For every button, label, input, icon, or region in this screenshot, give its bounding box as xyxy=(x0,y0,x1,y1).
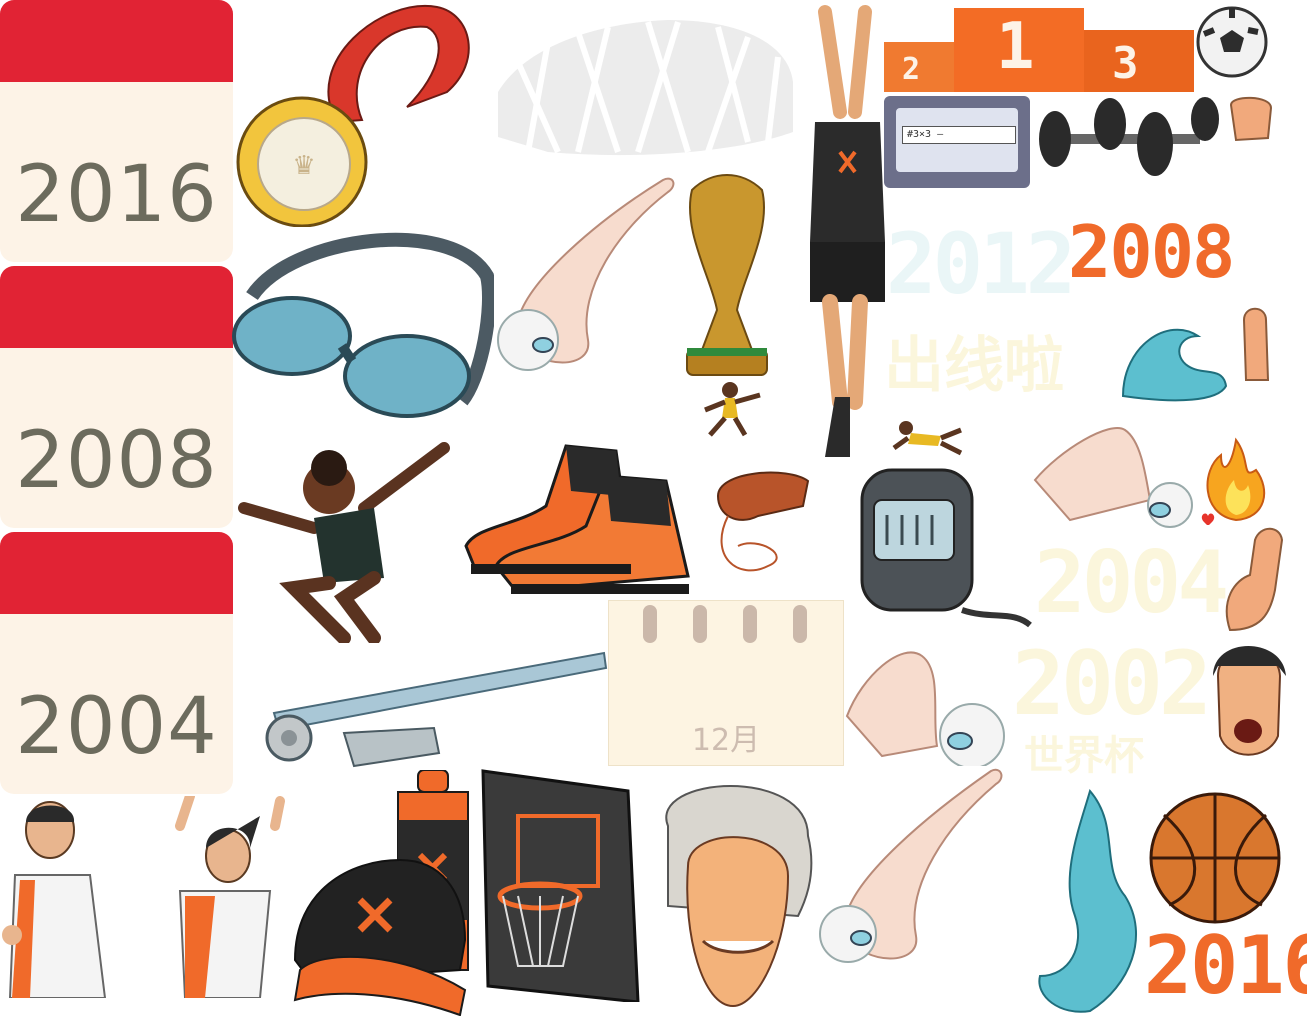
wave-icon xyxy=(1121,328,1228,402)
calendar-card-2016[interactable]: 2016 xyxy=(0,0,233,262)
search-input[interactable]: #3×3 — xyxy=(902,126,1016,144)
svg-text:♛: ♛ xyxy=(292,151,315,181)
swim-goggles-icon[interactable] xyxy=(232,226,494,426)
trophy-icon xyxy=(686,174,768,376)
podium-third-label: 3 xyxy=(1112,38,1139,89)
sticker-world-cup: 世界杯 xyxy=(1024,733,1144,779)
sprinter-icon xyxy=(892,421,963,456)
browser-screen-icon: #3×3 — xyxy=(884,96,1030,188)
hand-icon xyxy=(1242,307,1270,381)
sticker-out-line: 出线啦 xyxy=(884,331,1064,401)
fire-icon xyxy=(1201,437,1266,525)
calendar-card-2004[interactable]: 2004 xyxy=(0,532,233,794)
basketball-hoop-icon xyxy=(481,769,640,1002)
calendar-card-year: 2008 xyxy=(15,416,218,506)
sticker-2016: 2016 xyxy=(1144,919,1307,1012)
soccer-ball-icon xyxy=(1196,6,1268,78)
dumbbells-icon xyxy=(1039,97,1219,176)
calendar-card-year: 2016 xyxy=(15,150,218,240)
tear-off-calendar[interactable]: 12月 xyxy=(608,600,844,766)
leaping-athlete-icon xyxy=(238,442,450,643)
calendar-card-header xyxy=(0,532,233,614)
gold-medal-icon[interactable]: ♛ xyxy=(232,2,490,227)
shouting-face-icon xyxy=(1213,646,1286,756)
swimmer-icon xyxy=(845,651,1005,766)
calendar-ring xyxy=(793,605,807,643)
sticker-2012: 2012 xyxy=(886,215,1076,313)
podium-icon: 2 1 3 xyxy=(884,0,1194,92)
whistle-icon xyxy=(716,471,810,572)
calendar-card-header xyxy=(0,0,233,82)
basketball-icon xyxy=(1149,792,1281,924)
fist-icon xyxy=(1229,96,1273,142)
sneakers-icon xyxy=(464,444,690,594)
podium-first-label: 1 xyxy=(996,10,1035,84)
calendar-card-2008[interactable]: 2008 xyxy=(0,266,233,528)
cap-icon xyxy=(293,858,467,1016)
calendar-card-header xyxy=(0,266,233,348)
stadium-sketch-icon xyxy=(498,20,793,156)
flexed-arm-icon xyxy=(1225,527,1284,632)
runner-icon xyxy=(704,382,761,437)
coach-caricature-icon xyxy=(665,785,813,1008)
sticker-2002: 2002 xyxy=(1012,632,1212,735)
calendar-month: 12月 xyxy=(691,723,761,758)
cheering-man-icon xyxy=(2,801,107,998)
sticker-2008: 2008 xyxy=(1068,210,1235,294)
calendar-ring xyxy=(643,605,657,643)
calendar-card-year: 2004 xyxy=(15,682,218,772)
diving-swimmer-icon xyxy=(819,768,1003,963)
water-splash-icon xyxy=(1038,788,1138,1013)
cheering-woman-icon xyxy=(175,796,285,998)
swimmer-icon xyxy=(1033,427,1193,528)
podium-second-label: 2 xyxy=(902,52,921,87)
jumping-athlete-icon xyxy=(810,5,885,457)
diving-board-icon xyxy=(265,651,608,768)
stopwatch-icon[interactable] xyxy=(842,460,1032,632)
calendar-ring xyxy=(693,605,707,643)
diving-swimmer-icon xyxy=(497,177,675,371)
sticker-2004: 2004 xyxy=(1034,533,1229,633)
calendar-ring xyxy=(743,605,757,643)
